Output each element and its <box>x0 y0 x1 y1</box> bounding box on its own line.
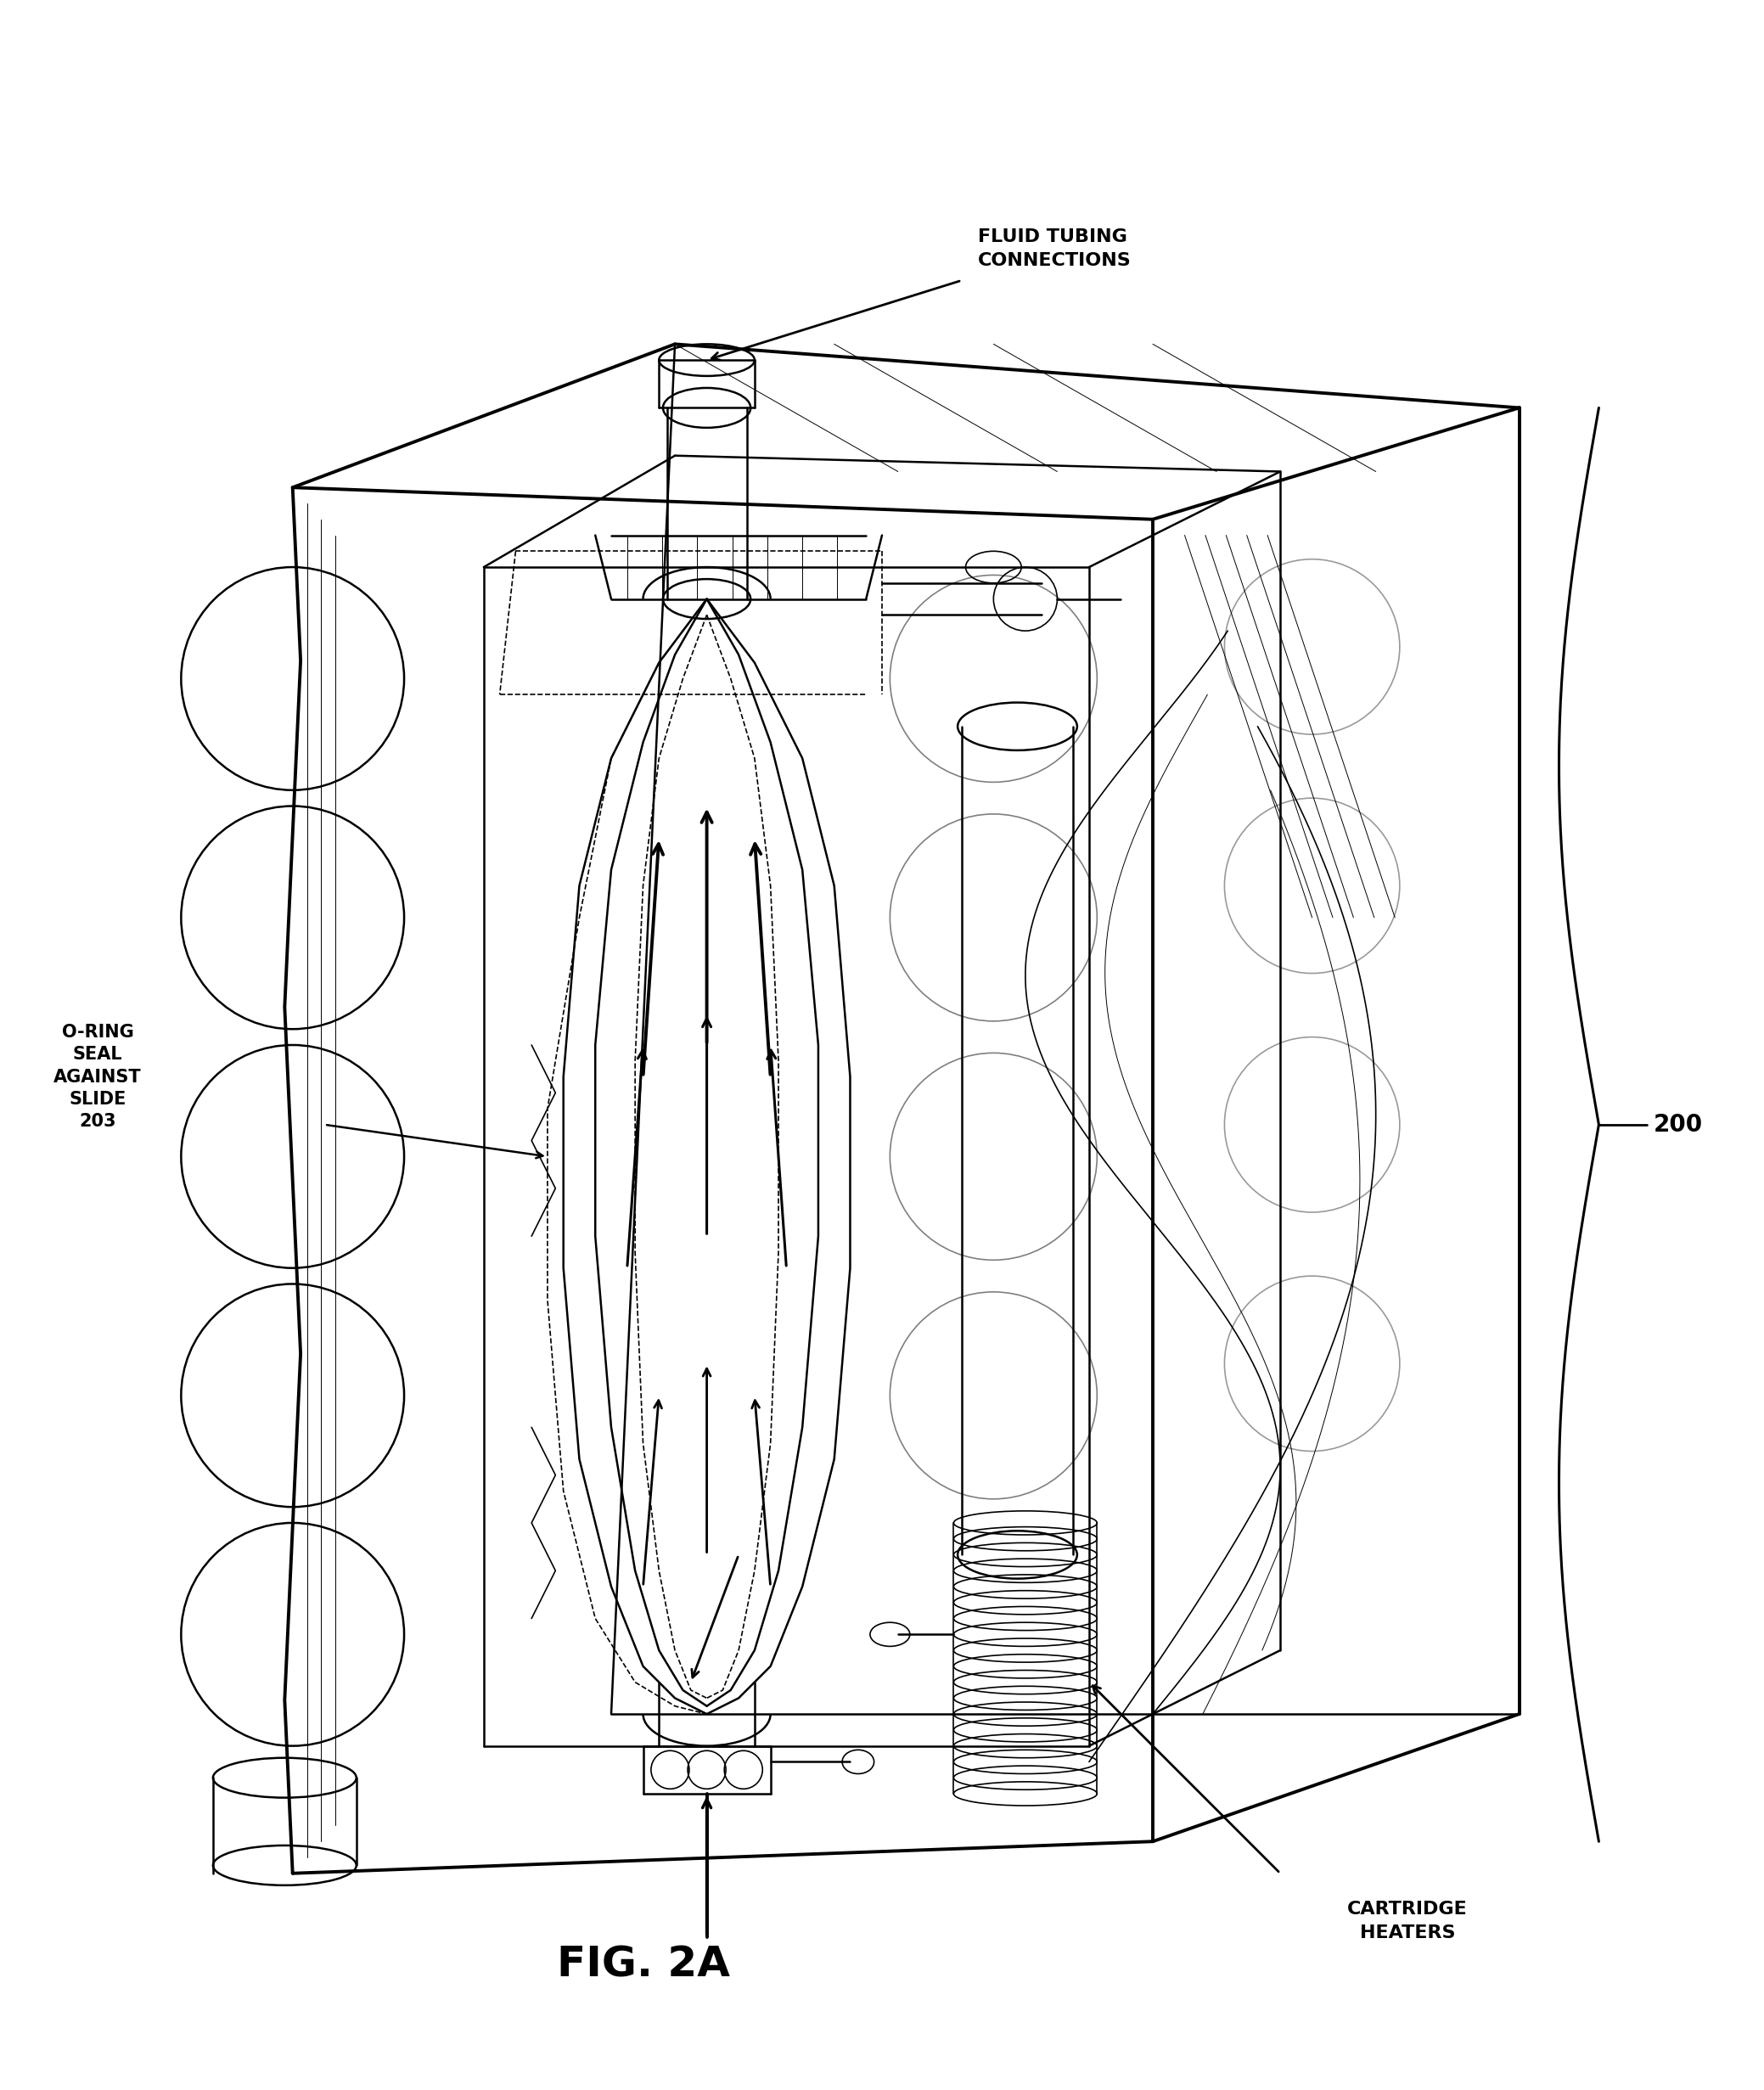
Text: O-RING
SEAL
AGAINST
SLIDE
203: O-RING SEAL AGAINST SLIDE 203 <box>53 1024 141 1131</box>
Text: 200: 200 <box>1655 1112 1702 1137</box>
Text: FLUID TUBING
CONNECTIONS: FLUID TUBING CONNECTIONS <box>977 228 1131 270</box>
Text: FIG. 2A: FIG. 2A <box>556 1944 730 1986</box>
Text: CARTRIDGE
HEATERS: CARTRIDGE HEATERS <box>1348 1900 1468 1942</box>
